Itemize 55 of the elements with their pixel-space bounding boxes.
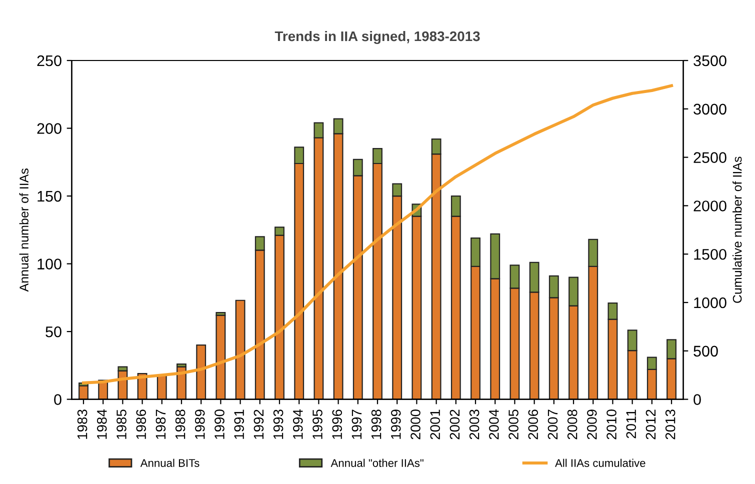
x-tick-label: 2012	[646, 410, 656, 440]
x-tick-label: 2005	[508, 410, 518, 440]
x-tick-label: 1989	[194, 410, 205, 439]
y-tick-label: 150	[38, 190, 62, 202]
y2-tick-label: 3000	[694, 104, 726, 115]
x-tick-label: 2009	[587, 410, 597, 440]
bar	[235, 300, 246, 400]
x-tick-label: 1987	[156, 410, 166, 439]
x-tick-label: 2002	[450, 410, 460, 440]
x-tick-label: 1990	[214, 410, 224, 439]
x-tick-label: 1992	[254, 410, 264, 439]
x-tick-label: 1983	[77, 410, 88, 439]
chart-title: Trends in IIA signed, 1983-2013	[274, 30, 480, 44]
x-tick-label: 2011	[626, 410, 636, 438]
x-tick-label: 1985	[116, 410, 126, 439]
y2-tick-label: 2500	[694, 152, 726, 163]
legend-label: Annual BITs	[140, 458, 200, 467]
x-tick-label: 2010	[606, 410, 616, 440]
x-tick-label: 2000	[410, 410, 420, 440]
y2-tick-label: 1500	[694, 248, 726, 260]
x-tick-label: 1993	[273, 410, 284, 439]
x-tick-label: 2013	[665, 410, 676, 440]
line-series	[82, 84, 674, 384]
x-tick-label: 2001	[430, 410, 440, 440]
x-tick-label: 1996	[332, 410, 342, 439]
bar	[216, 314, 226, 400]
x-tick-label: 1986	[136, 410, 146, 439]
y2-tick-label: 2000	[694, 200, 726, 212]
y2-tick-label: 0	[694, 394, 701, 405]
x-tick-label: 1995	[312, 410, 322, 439]
bar	[196, 344, 206, 400]
x-tick-label: 2008	[567, 410, 578, 440]
y-tick-label: 200	[37, 123, 62, 134]
y-tick-label: 50	[46, 326, 62, 338]
x-tick-label: 1998	[371, 410, 382, 439]
y-tick-label: 0	[54, 394, 62, 405]
x-tick-label: 1994	[292, 409, 303, 439]
x-tick-label: 2007	[548, 410, 558, 440]
y-axis-title: Annual number of IIAs	[19, 168, 28, 292]
x-tick-label: 1991	[234, 410, 244, 439]
x-tick-label: 1997	[352, 410, 362, 439]
x-tick-label: 1984	[96, 409, 107, 439]
y-tick-label: 250	[37, 55, 62, 66]
legend-label: Annual "other IIAs"	[330, 458, 424, 467]
x-tick-label: 1999	[390, 410, 401, 439]
legend-label: All IIAs cumulative	[555, 458, 646, 467]
y2-tick-label: 3500	[694, 55, 726, 66]
x-tick-label: 2003	[469, 410, 480, 440]
x-tick-label: 2006	[528, 410, 538, 440]
y2-axis-title: Cumulative number of IIAs	[732, 156, 742, 303]
y-tick-label: 100	[38, 258, 62, 270]
y2-tick-label: 1000	[694, 297, 726, 308]
x-tick-label: 1988	[175, 410, 186, 439]
y2-tick-label: 500	[694, 346, 718, 357]
x-tick-label: 2004	[489, 409, 499, 440]
